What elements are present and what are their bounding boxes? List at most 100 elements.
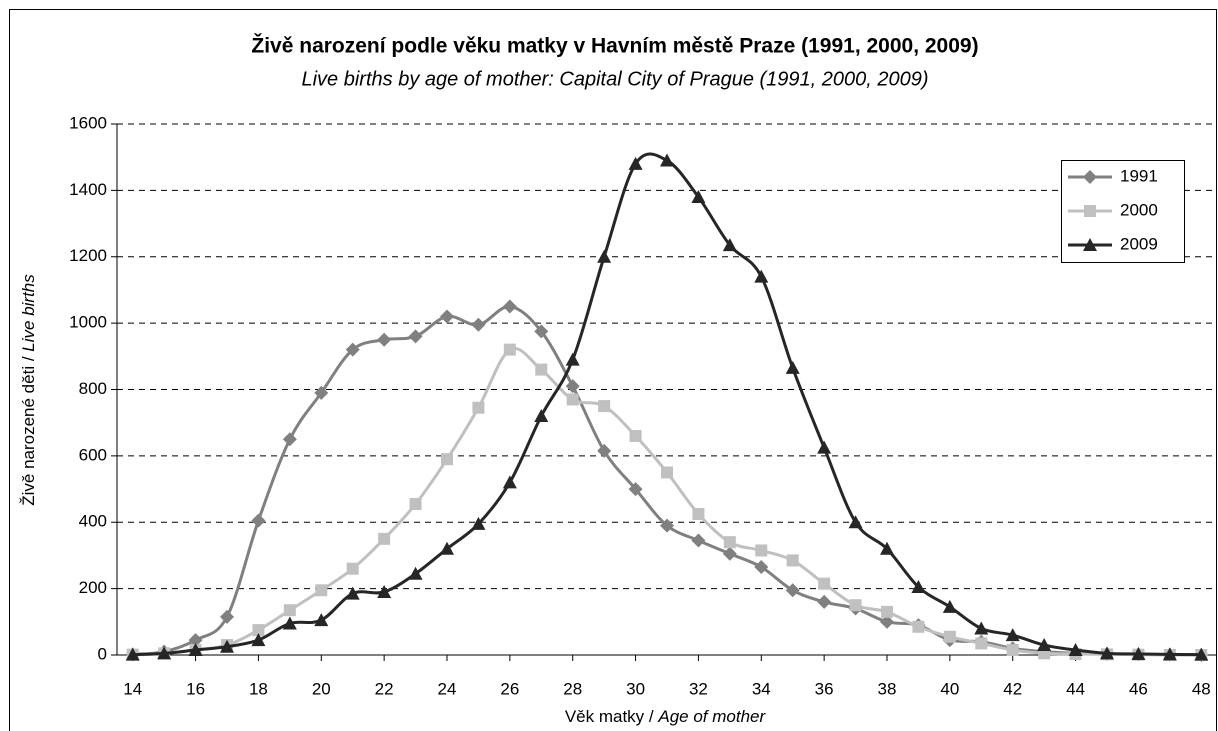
marker (188, 633, 203, 648)
marker (1194, 647, 1209, 661)
marker (440, 541, 454, 555)
marker (534, 409, 549, 423)
x-label-en: Age of mother (657, 707, 766, 726)
marker (441, 453, 453, 466)
legend-label: 2000 (1120, 200, 1158, 219)
y-tick-label: 1600 (69, 113, 107, 132)
chart-subtitle: Live births by age of mother: Capital Ci… (301, 68, 928, 90)
marker (472, 401, 485, 414)
marker (314, 385, 329, 400)
marker (408, 566, 423, 580)
marker (849, 599, 862, 612)
y-tick-label: 1200 (69, 246, 107, 265)
marker (315, 584, 328, 597)
y-axis-label: Živě narozené děti / Live births (19, 274, 38, 506)
chart-title: Živě narození podle věku matky v Havním … (251, 34, 978, 58)
x-tick-label: 18 (249, 679, 268, 698)
x-tick-label: 32 (689, 679, 708, 698)
marker (157, 646, 172, 660)
x-tick-label: 22 (375, 679, 394, 698)
marker (220, 639, 234, 653)
marker (723, 536, 736, 549)
marker (818, 577, 831, 590)
marker (786, 554, 799, 567)
legend-label: 1991 (1120, 166, 1158, 185)
x-tick-label: 14 (123, 679, 142, 698)
series (125, 152, 1209, 661)
y-tick-label: 1000 (69, 313, 107, 332)
marker (848, 515, 863, 529)
marker (471, 317, 486, 332)
marker (345, 342, 360, 357)
marker (565, 379, 580, 394)
marker (755, 544, 768, 557)
marker (346, 562, 359, 575)
y-tick-label: 0 (98, 644, 107, 663)
marker (378, 532, 391, 545)
marker (975, 637, 988, 650)
marker (503, 343, 516, 356)
marker (880, 541, 894, 555)
marker (785, 583, 800, 598)
marker (881, 605, 893, 618)
series-line (132, 152, 1202, 657)
marker (314, 613, 329, 627)
x-axis-label: Věk matky / Age of mother (565, 707, 767, 726)
series (126, 343, 1208, 661)
marker (754, 560, 769, 575)
marker (660, 518, 674, 533)
marker (502, 299, 517, 314)
marker (1083, 170, 1097, 184)
y-tick-label: 800 (79, 379, 107, 398)
marker (1131, 647, 1146, 661)
y-label-en: Live births (19, 274, 38, 352)
frame (9, 9, 1217, 731)
marker (1037, 638, 1052, 652)
y-tick-label: 400 (79, 512, 107, 531)
marker (597, 249, 612, 263)
marker (188, 643, 203, 657)
x-tick-label: 26 (500, 679, 519, 698)
x-label-cs: Věk matky / (565, 707, 654, 726)
marker (1083, 238, 1097, 251)
marker (1084, 205, 1096, 217)
x-tick-label: 40 (940, 679, 959, 698)
marker (911, 579, 926, 593)
marker (252, 624, 265, 637)
marker (1068, 643, 1083, 657)
series-line (132, 305, 1202, 657)
marker (251, 633, 266, 647)
marker (880, 614, 894, 629)
marker (691, 190, 706, 204)
marker (408, 329, 423, 344)
marker (377, 332, 392, 347)
marker (692, 507, 705, 520)
marker (722, 238, 737, 252)
x-tick-label: 36 (815, 679, 834, 698)
marker (629, 429, 642, 442)
marker (283, 604, 296, 617)
marker (628, 482, 643, 497)
marker (282, 432, 297, 447)
y-tick-label: 600 (79, 445, 107, 464)
marker (754, 269, 769, 283)
marker (943, 630, 956, 643)
marker (220, 609, 234, 624)
marker (660, 153, 674, 167)
y-tick-label: 200 (79, 578, 107, 597)
marker (345, 586, 360, 600)
x-tick-label: 30 (626, 679, 645, 698)
marker (1162, 647, 1177, 661)
x-tick-label: 42 (1003, 679, 1022, 698)
marker (597, 443, 612, 458)
marker (1100, 646, 1114, 660)
marker (566, 393, 579, 406)
marker (661, 466, 673, 479)
marker (471, 516, 486, 530)
marker (125, 647, 140, 661)
y-tick-label: 1400 (69, 180, 107, 199)
marker (785, 360, 800, 374)
x-tick-label: 28 (563, 679, 582, 698)
marker (912, 620, 925, 633)
